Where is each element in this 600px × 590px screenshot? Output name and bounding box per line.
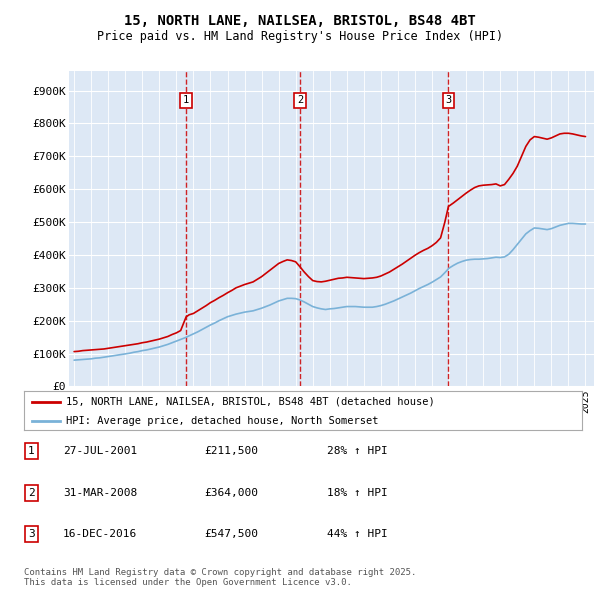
Text: 3: 3	[445, 96, 452, 106]
Text: 1: 1	[28, 447, 35, 456]
Text: £211,500: £211,500	[204, 447, 258, 456]
Text: 18% ↑ HPI: 18% ↑ HPI	[327, 488, 388, 497]
Text: Price paid vs. HM Land Registry's House Price Index (HPI): Price paid vs. HM Land Registry's House …	[97, 30, 503, 43]
Text: 28% ↑ HPI: 28% ↑ HPI	[327, 447, 388, 456]
Text: 44% ↑ HPI: 44% ↑ HPI	[327, 529, 388, 539]
Text: 15, NORTH LANE, NAILSEA, BRISTOL, BS48 4BT (detached house): 15, NORTH LANE, NAILSEA, BRISTOL, BS48 4…	[66, 397, 434, 407]
Text: 27-JUL-2001: 27-JUL-2001	[63, 447, 137, 456]
Text: 1: 1	[183, 96, 189, 106]
Text: 15, NORTH LANE, NAILSEA, BRISTOL, BS48 4BT: 15, NORTH LANE, NAILSEA, BRISTOL, BS48 4…	[124, 14, 476, 28]
Text: 2: 2	[28, 488, 35, 497]
Text: 2: 2	[297, 96, 303, 106]
Text: 31-MAR-2008: 31-MAR-2008	[63, 488, 137, 497]
Text: 16-DEC-2016: 16-DEC-2016	[63, 529, 137, 539]
Text: Contains HM Land Registry data © Crown copyright and database right 2025.
This d: Contains HM Land Registry data © Crown c…	[24, 568, 416, 587]
Text: HPI: Average price, detached house, North Somerset: HPI: Average price, detached house, Nort…	[66, 416, 379, 426]
Text: £364,000: £364,000	[204, 488, 258, 497]
Text: £547,500: £547,500	[204, 529, 258, 539]
Text: 3: 3	[28, 529, 35, 539]
